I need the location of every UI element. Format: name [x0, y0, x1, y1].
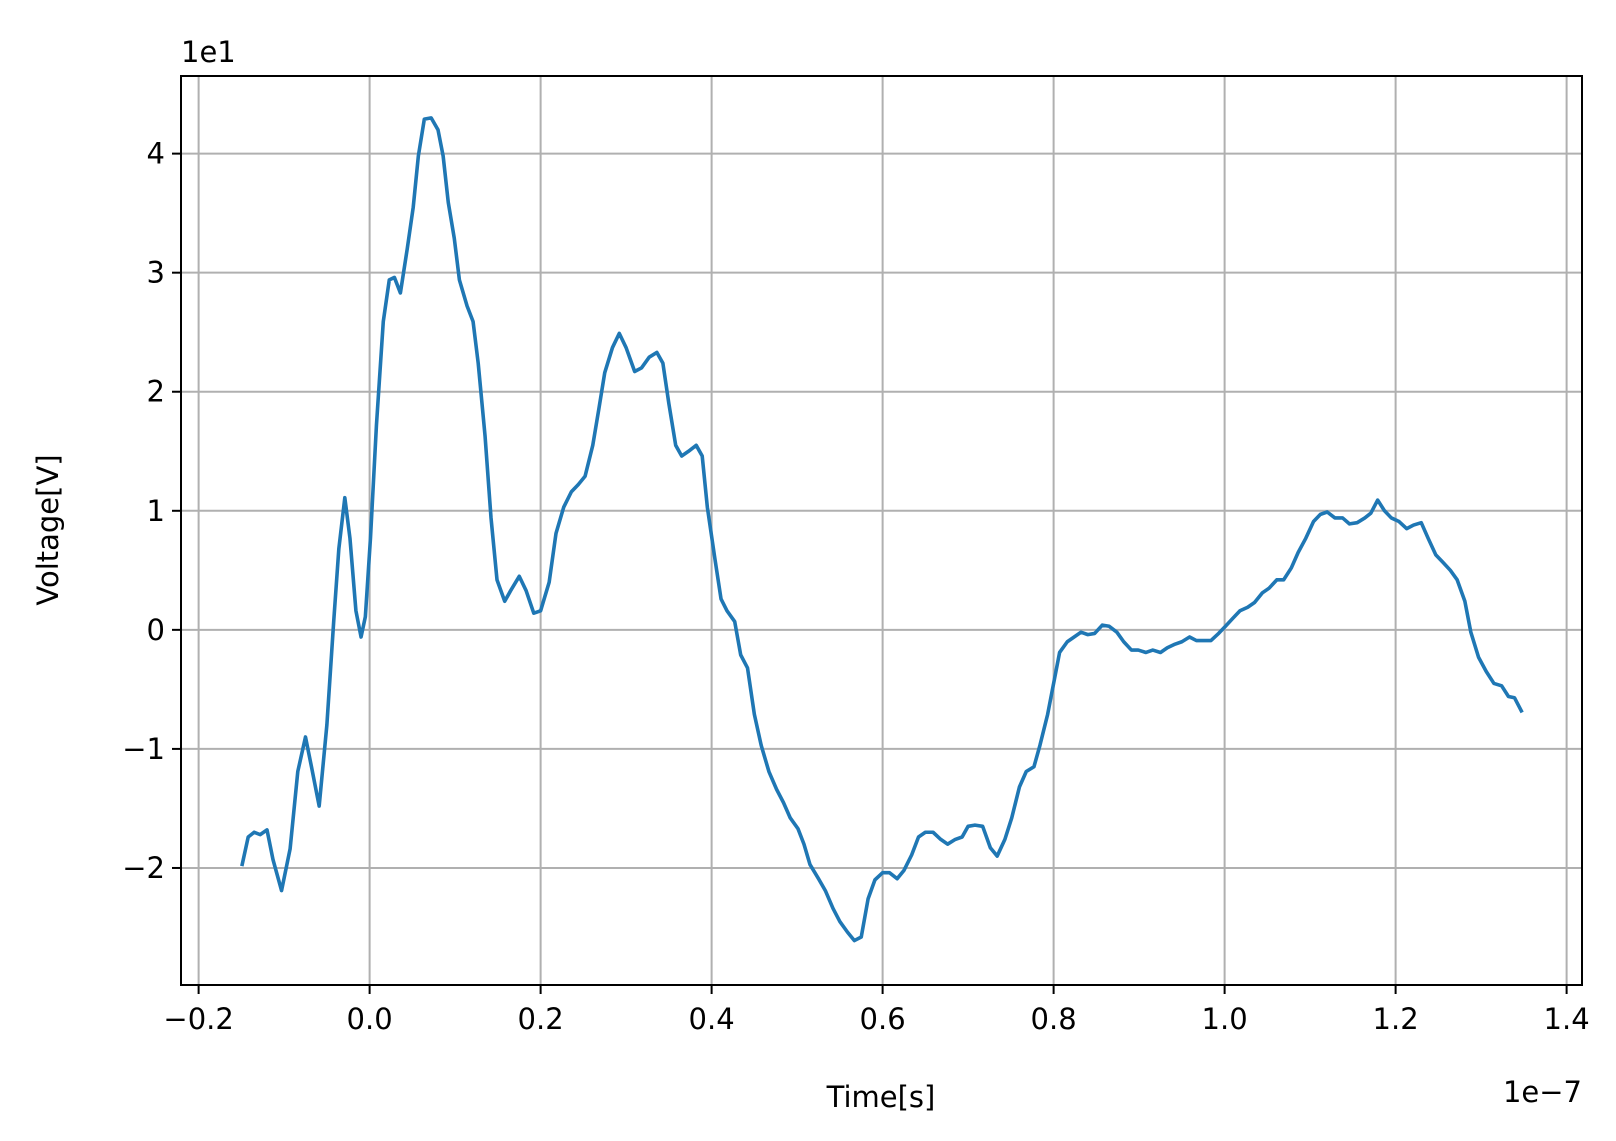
- y-tick-label: 4: [147, 137, 165, 171]
- x-tick-label: 0.8: [1031, 1002, 1077, 1036]
- x-tick-label: 0.6: [860, 1002, 906, 1036]
- y-axis-label: Voltage[V]: [31, 454, 65, 605]
- x-tick-label: −0.2: [163, 1002, 233, 1036]
- x-offset-label: 1e−7: [1503, 1075, 1582, 1109]
- plot: [240, 116, 1524, 943]
- y-offset-label: 1e1: [181, 35, 236, 69]
- y-tick-label: −2: [122, 851, 165, 885]
- x-axis-label: Time[s]: [826, 1080, 936, 1114]
- x-tick-label: 1.2: [1373, 1002, 1419, 1036]
- y-tick-label: 0: [147, 613, 165, 647]
- data-line: [240, 116, 1524, 943]
- x-tick-label: 1.4: [1544, 1002, 1590, 1036]
- axes-frame: [180, 75, 1583, 986]
- y-tick-label: 2: [147, 375, 165, 409]
- y-tick-label: 1: [147, 494, 165, 528]
- x-tick-label: 1.0: [1202, 1002, 1248, 1036]
- y-tick-label: −1: [122, 732, 165, 766]
- x-tick-label: 0.2: [518, 1002, 564, 1036]
- grid: [181, 76, 1582, 985]
- y-tick-label: 3: [147, 256, 165, 290]
- x-tick-label: 0.4: [689, 1002, 735, 1036]
- x-tick-label: 0.0: [347, 1002, 393, 1036]
